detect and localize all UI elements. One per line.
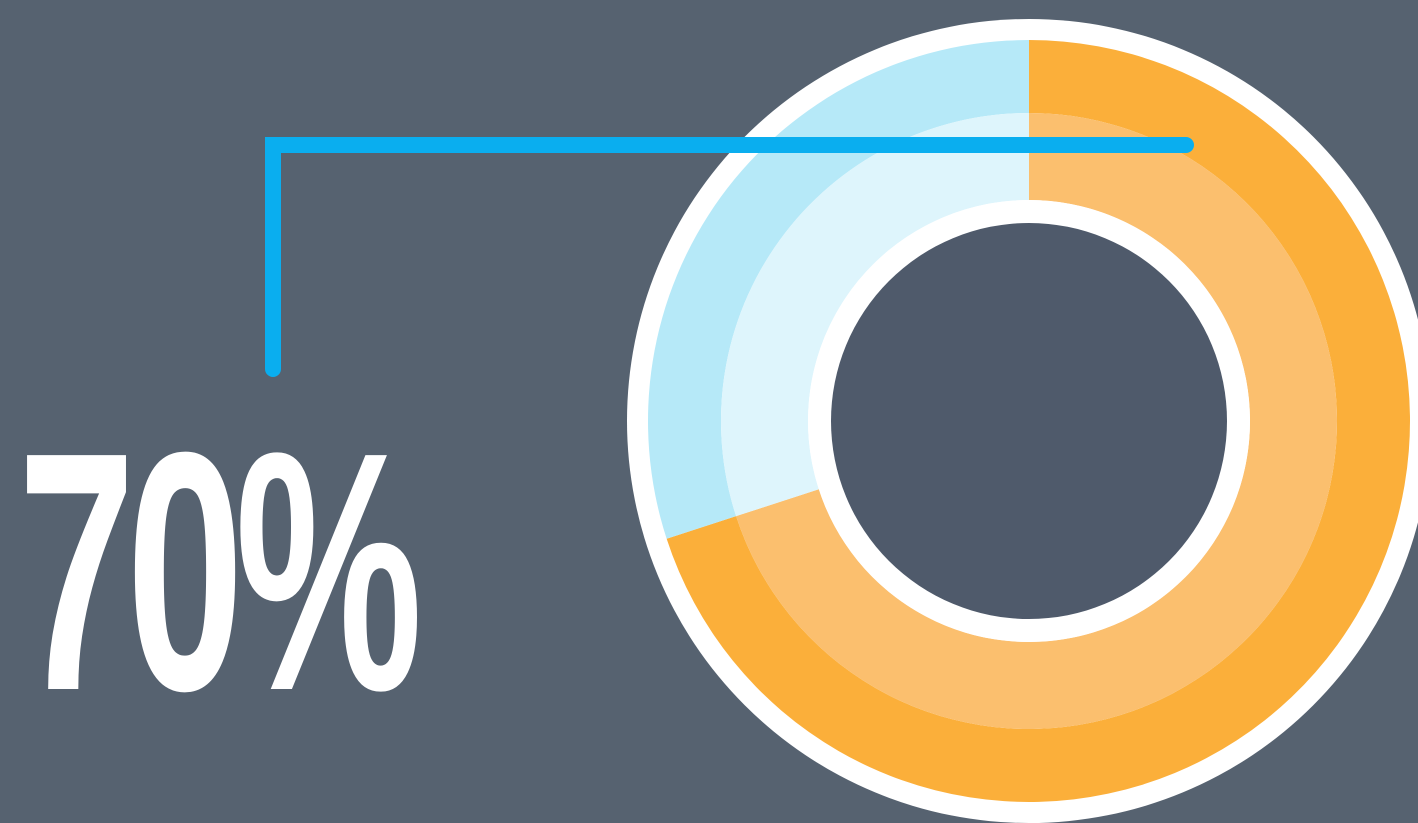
percent-value: 70%: [18, 382, 423, 762]
donut-slice-secondary-inner: [720, 113, 1029, 517]
bracket-line: [265, 137, 1194, 377]
donut-center: [831, 223, 1227, 619]
